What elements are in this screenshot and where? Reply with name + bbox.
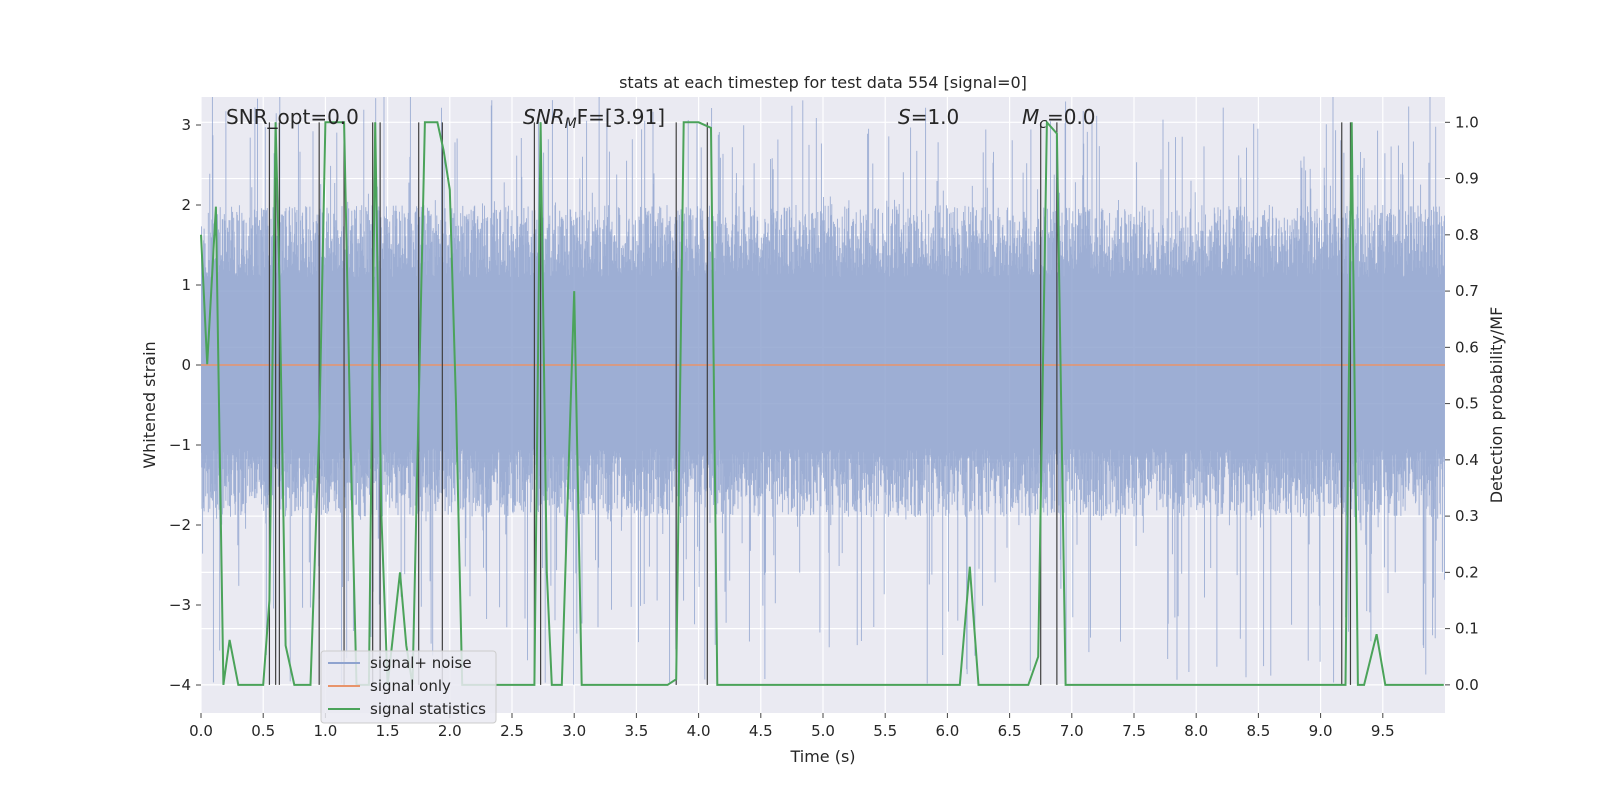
statistics-line xyxy=(200,119,1444,686)
legend-label-signal-statistics: signal statistics xyxy=(370,700,486,718)
annotation-s-tail: =1.0 xyxy=(911,105,960,129)
annotation-mc-sub: c xyxy=(1039,116,1047,132)
y-right-axis-label: Detection probability/MF xyxy=(1487,307,1506,504)
x-axis-ticks: 0.0 0.5 1.0 1.5 2.0 2.5 3.0 3.5 4.0 4.5 5.0 5.5 6.0 6… xyxy=(189,713,1395,740)
x-tick-label: 5.0 xyxy=(811,722,835,740)
x-tick-label: 6.0 xyxy=(935,722,959,740)
y-tick-label: 2 xyxy=(181,196,191,214)
y-right-tick-label: 1.0 xyxy=(1455,113,1479,131)
annotation-mc-label: M xyxy=(1022,105,1039,129)
y-axis-label: Whitened strain xyxy=(140,341,159,468)
annotation-mc-tail: =0.0 xyxy=(1047,105,1096,129)
x-tick-label: 7.5 xyxy=(1122,722,1146,740)
y-right-tick-label: 0.3 xyxy=(1455,507,1479,525)
x-tick-label: 9.0 xyxy=(1309,722,1333,740)
y-axis-ticks: 3 2 1 0 −1 −2 −3 −4 xyxy=(169,116,201,694)
y-right-axis-ticks: 1.0 0.9 0.8 0.7 0.6 0.5 0.4 0.3 0.2 0.1 0.0 xyxy=(1445,113,1479,694)
x-tick-label: 4.5 xyxy=(749,722,773,740)
legend-box xyxy=(320,650,497,724)
y-right-tick-label: 0.5 xyxy=(1455,395,1479,413)
x-tick-label: 1.5 xyxy=(376,722,400,740)
x-tick-label: 2.0 xyxy=(438,722,462,740)
annotation-snr-mf-tail: F=[3.91] xyxy=(577,105,665,129)
x-tick-label: 8.0 xyxy=(1184,722,1208,740)
y-tick-label: −4 xyxy=(169,676,191,694)
annotation-snr-mf: SNRMF=[3.91] xyxy=(523,105,665,132)
y-right-tick-label: 0.8 xyxy=(1455,226,1479,244)
legend-label-signal-only: signal only xyxy=(370,677,451,695)
y-tick-label: 0 xyxy=(181,356,191,374)
y-right-tick-label: 0.4 xyxy=(1455,451,1479,469)
legend: signal+ noise signal only signal statist… xyxy=(320,650,497,724)
x-tick-label: 0.5 xyxy=(251,722,275,740)
y-right-tick-label: 0.0 xyxy=(1455,676,1479,694)
y-right-tick-label: 0.9 xyxy=(1455,170,1479,188)
y-right-tick-label: 0.7 xyxy=(1455,282,1479,300)
y-right-tick-label: 0.2 xyxy=(1455,563,1479,581)
annotation-snr-opt: SNR_opt=0.0 xyxy=(226,105,359,129)
annotation-snr-mf-label: SNR xyxy=(523,105,565,129)
x-tick-label: 8.5 xyxy=(1246,722,1270,740)
series-signal-noise xyxy=(201,97,1445,685)
annotation-s-label: S xyxy=(898,105,911,129)
x-axis-label: Time (s) xyxy=(789,747,855,766)
annotation-snr-mf-sub: M xyxy=(565,116,577,132)
x-tick-label: 7.0 xyxy=(1060,722,1084,740)
x-tick-label: 2.5 xyxy=(500,722,524,740)
annotation-s: S=1.0 xyxy=(898,105,959,129)
y-tick-label: 1 xyxy=(181,276,191,294)
y-tick-label: −2 xyxy=(169,516,191,534)
x-tick-label: 3.5 xyxy=(624,722,648,740)
x-tick-label: 5.5 xyxy=(873,722,897,740)
chart-title: stats at each timestep for test data 554… xyxy=(619,73,1027,92)
x-tick-label: 9.5 xyxy=(1371,722,1395,740)
x-tick-label: 3.0 xyxy=(562,722,586,740)
series-signal-statistics xyxy=(200,119,1444,686)
noise-trace xyxy=(201,97,1445,685)
y-right-tick-label: 0.6 xyxy=(1455,338,1479,356)
legend-label-signal-noise: signal+ noise xyxy=(370,654,472,672)
y-tick-label: −3 xyxy=(169,596,191,614)
x-tick-label: 4.0 xyxy=(687,722,711,740)
annotation-mc: Mc=0.0 xyxy=(1022,105,1096,132)
y-tick-label: −1 xyxy=(169,436,191,454)
y-tick-label: 3 xyxy=(181,116,191,134)
x-tick-label: 6.5 xyxy=(998,722,1022,740)
y-right-tick-label: 0.1 xyxy=(1455,620,1479,638)
x-tick-label: 1.0 xyxy=(313,722,337,740)
x-tick-label: 0.0 xyxy=(189,722,213,740)
